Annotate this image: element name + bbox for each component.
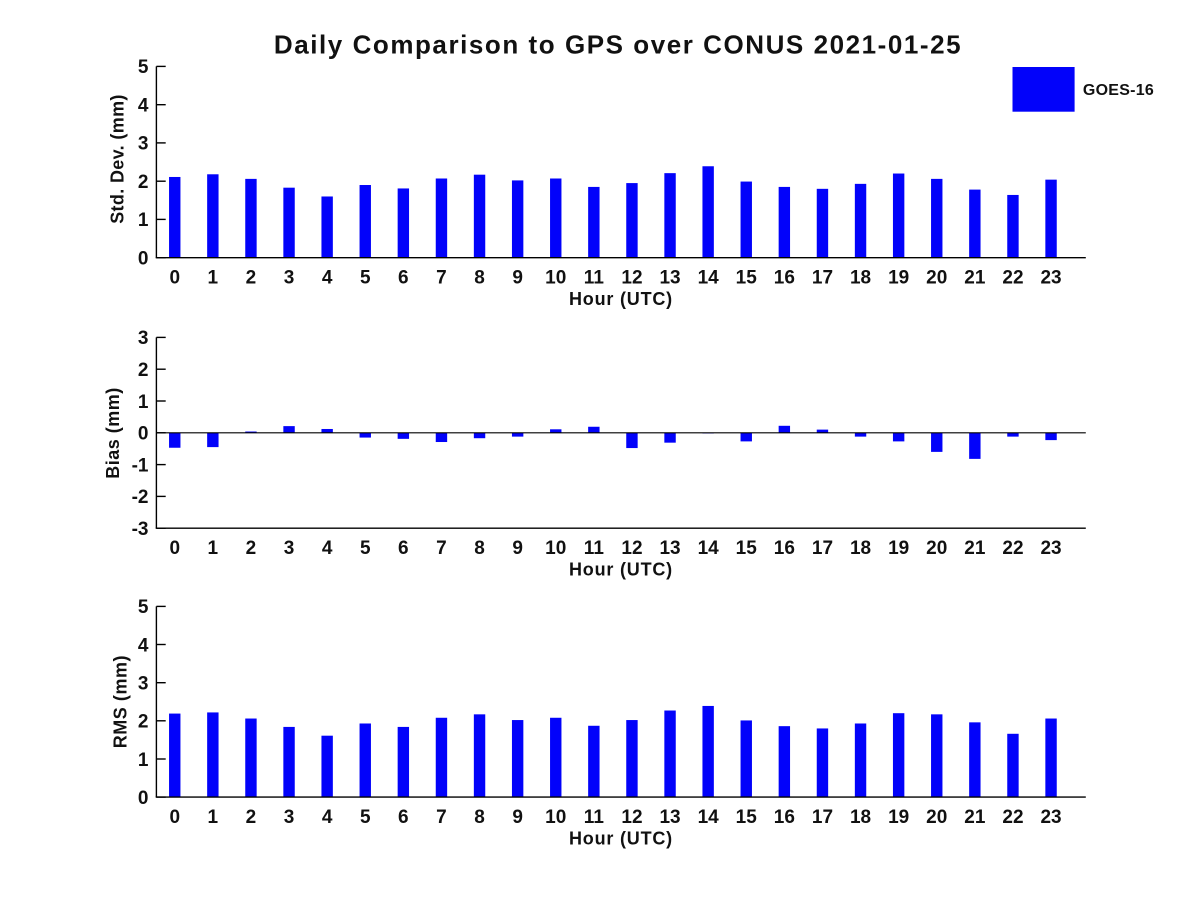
svg-text:2: 2	[246, 538, 257, 559]
svg-text:22: 22	[1002, 268, 1023, 289]
svg-text:4: 4	[138, 635, 149, 656]
svg-text:3: 3	[284, 268, 295, 289]
svg-text:5: 5	[138, 57, 149, 78]
svg-text:0: 0	[169, 538, 180, 559]
svg-text:12: 12	[621, 268, 642, 289]
svg-text:0: 0	[138, 249, 149, 270]
svg-text:5: 5	[360, 268, 371, 289]
svg-text:10: 10	[545, 268, 566, 289]
svg-text:1: 1	[138, 750, 149, 771]
svg-text:5: 5	[360, 538, 371, 559]
svg-text:18: 18	[850, 807, 871, 828]
svg-text:1: 1	[138, 210, 149, 231]
svg-text:4: 4	[322, 538, 333, 559]
svg-text:3: 3	[284, 807, 295, 828]
svg-text:17: 17	[812, 268, 833, 289]
svg-text:RMS (mm): RMS (mm)	[110, 655, 130, 748]
svg-text:0: 0	[169, 807, 180, 828]
svg-text:Hour (UTC): Hour (UTC)	[569, 828, 673, 848]
svg-text:6: 6	[398, 807, 409, 828]
svg-text:8: 8	[474, 538, 485, 559]
svg-text:7: 7	[436, 807, 447, 828]
svg-text:Hour (UTC): Hour (UTC)	[569, 560, 673, 580]
svg-text:20: 20	[926, 538, 947, 559]
svg-text:4: 4	[322, 268, 333, 289]
svg-text:14: 14	[698, 807, 720, 828]
svg-text:16: 16	[774, 268, 795, 289]
svg-text:0: 0	[138, 424, 149, 445]
svg-text:8: 8	[474, 268, 485, 289]
svg-text:Daily Comparison to GPS over C: Daily Comparison to GPS over CONUS 2021-…	[274, 30, 962, 60]
svg-text:Std. Dev. (mm): Std. Dev. (mm)	[108, 94, 128, 224]
svg-text:14: 14	[698, 268, 720, 289]
svg-text:12: 12	[621, 538, 642, 559]
svg-text:-3: -3	[132, 519, 149, 540]
svg-text:5: 5	[360, 807, 371, 828]
svg-text:23: 23	[1040, 268, 1061, 289]
svg-text:9: 9	[512, 268, 523, 289]
svg-text:2: 2	[246, 268, 257, 289]
svg-text:20: 20	[926, 268, 947, 289]
svg-text:13: 13	[659, 807, 680, 828]
svg-text:2: 2	[246, 807, 257, 828]
svg-text:23: 23	[1040, 538, 1061, 559]
svg-text:19: 19	[888, 807, 909, 828]
svg-text:12: 12	[621, 807, 642, 828]
svg-text:Bias (mm): Bias (mm)	[103, 387, 123, 479]
svg-text:3: 3	[138, 674, 149, 695]
svg-text:18: 18	[850, 268, 871, 289]
svg-text:18: 18	[850, 538, 871, 559]
svg-text:11: 11	[584, 807, 605, 828]
svg-text:6: 6	[398, 268, 409, 289]
svg-text:-1: -1	[132, 455, 149, 476]
svg-text:6: 6	[398, 538, 409, 559]
svg-text:17: 17	[812, 807, 833, 828]
svg-text:16: 16	[774, 807, 795, 828]
svg-text:4: 4	[138, 96, 149, 117]
svg-text:0: 0	[138, 788, 149, 809]
svg-text:2: 2	[138, 712, 149, 733]
svg-text:1: 1	[208, 807, 219, 828]
svg-text:21: 21	[964, 538, 986, 559]
svg-text:15: 15	[736, 538, 758, 559]
svg-text:1: 1	[138, 392, 149, 413]
svg-text:2: 2	[138, 172, 149, 193]
svg-text:Hour (UTC): Hour (UTC)	[569, 289, 673, 309]
svg-text:3: 3	[138, 134, 149, 155]
svg-text:21: 21	[964, 807, 986, 828]
svg-text:11: 11	[584, 268, 605, 289]
svg-text:10: 10	[545, 807, 566, 828]
svg-text:9: 9	[512, 807, 523, 828]
svg-text:7: 7	[436, 538, 447, 559]
svg-text:8: 8	[474, 807, 485, 828]
svg-text:1: 1	[208, 538, 219, 559]
svg-text:0: 0	[169, 268, 180, 289]
svg-text:7: 7	[436, 268, 447, 289]
svg-text:1: 1	[208, 268, 219, 289]
svg-text:22: 22	[1002, 807, 1023, 828]
svg-text:13: 13	[659, 268, 680, 289]
svg-text:20: 20	[926, 807, 947, 828]
svg-text:5: 5	[138, 597, 149, 618]
svg-text:3: 3	[284, 538, 295, 559]
svg-text:19: 19	[888, 538, 909, 559]
svg-text:15: 15	[736, 268, 758, 289]
svg-text:15: 15	[736, 807, 758, 828]
svg-text:13: 13	[659, 538, 680, 559]
svg-text:10: 10	[545, 538, 566, 559]
svg-text:22: 22	[1002, 538, 1023, 559]
svg-text:16: 16	[774, 538, 795, 559]
svg-text:GOES-16: GOES-16	[1083, 82, 1154, 99]
svg-text:9: 9	[512, 538, 523, 559]
svg-text:14: 14	[698, 538, 720, 559]
svg-text:4: 4	[322, 807, 333, 828]
svg-text:3: 3	[138, 328, 149, 349]
svg-text:-2: -2	[132, 487, 149, 508]
svg-text:21: 21	[964, 268, 986, 289]
svg-text:19: 19	[888, 268, 909, 289]
svg-text:11: 11	[584, 538, 605, 559]
svg-text:17: 17	[812, 538, 833, 559]
svg-text:2: 2	[138, 360, 149, 381]
svg-text:23: 23	[1040, 807, 1061, 828]
